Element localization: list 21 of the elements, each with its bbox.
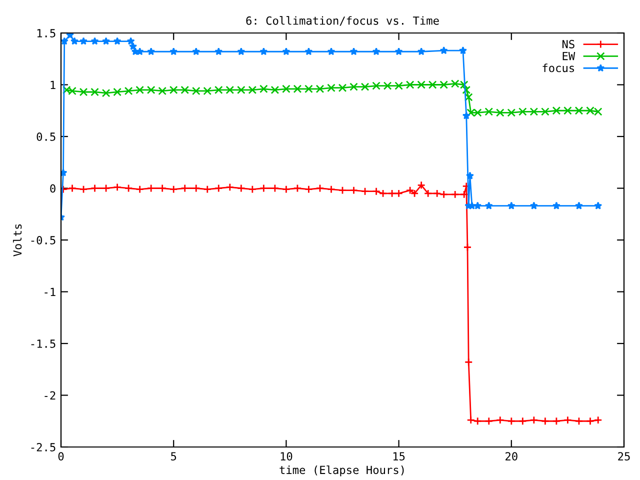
y-tick-label: 1.5 <box>37 29 56 38</box>
y-tick-label: -2 <box>44 391 56 400</box>
x-tick-label: 10 <box>280 452 292 461</box>
y-axis-title: Volts <box>13 224 22 256</box>
y-tick-label: 0 <box>50 184 56 193</box>
x-axis-title: time (Elapse Hours) <box>280 465 404 476</box>
x-tick-label: 25 <box>618 452 630 461</box>
y-tick-label: -2.5 <box>31 443 56 452</box>
chart-title: 6: Collimation/focus vs. Time <box>246 16 439 26</box>
y-tick-label: -1.5 <box>31 340 56 348</box>
x-tick-label: 15 <box>393 452 405 461</box>
y-tick-label: 0.5 <box>36 132 56 141</box>
x-tick-label: 0 <box>58 452 64 461</box>
y-tick-label: -1 <box>44 288 56 296</box>
y-tick-label: 1 <box>50 80 56 89</box>
legend-label: EW <box>562 52 576 60</box>
legend-label: NS <box>562 40 574 48</box>
x-tick-label: 5 <box>171 452 176 461</box>
legend-label: focus <box>542 64 574 72</box>
y-tick-label: -0.5 <box>31 236 56 244</box>
x-tick-label: 20 <box>506 452 518 461</box>
